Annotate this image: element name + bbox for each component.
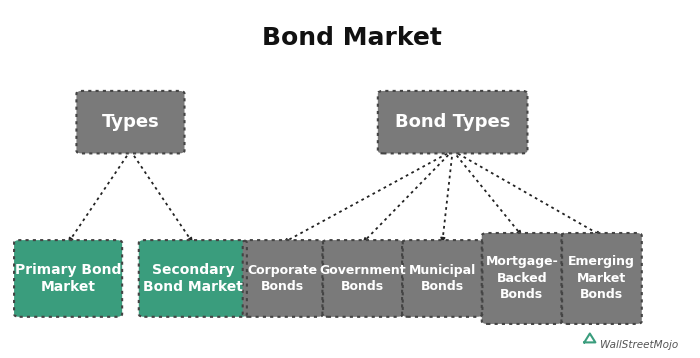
FancyBboxPatch shape	[139, 240, 247, 317]
FancyBboxPatch shape	[561, 233, 642, 324]
Text: Corporate
Bonds: Corporate Bonds	[248, 264, 318, 293]
Text: Types: Types	[102, 113, 160, 131]
FancyBboxPatch shape	[14, 240, 122, 317]
FancyBboxPatch shape	[378, 91, 528, 154]
FancyBboxPatch shape	[402, 240, 482, 317]
Text: Government
Bonds: Government Bonds	[319, 264, 406, 293]
Text: Primary Bond
Market: Primary Bond Market	[15, 262, 121, 294]
FancyBboxPatch shape	[323, 240, 402, 317]
FancyBboxPatch shape	[76, 91, 185, 154]
Text: Emerging
Market
Bonds: Emerging Market Bonds	[568, 256, 635, 301]
Text: WallStreetMojo: WallStreetMojo	[600, 339, 678, 349]
FancyBboxPatch shape	[482, 233, 562, 324]
Text: Bond Types: Bond Types	[395, 113, 510, 131]
Text: Secondary
Bond Market: Secondary Bond Market	[143, 262, 243, 294]
FancyBboxPatch shape	[243, 240, 323, 317]
Text: Municipal
Bonds: Municipal Bonds	[409, 264, 476, 293]
Text: Bond Market: Bond Market	[262, 26, 442, 50]
Text: Mortgage-
Backed
Bonds: Mortgage- Backed Bonds	[486, 256, 559, 301]
